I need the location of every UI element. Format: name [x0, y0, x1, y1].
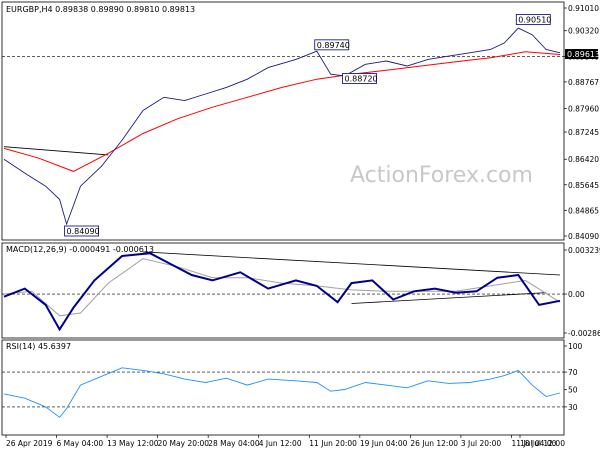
- macd-trendline: [142, 251, 561, 276]
- rsi-panel-title: RSI(14) 45.6397: [6, 342, 71, 351]
- rsi-ticks: 100 70 50 30: [564, 342, 583, 412]
- time-tick-label: 26 Jun 12:00: [410, 439, 458, 448]
- price-tick-label: 0.87245: [568, 128, 599, 137]
- rsi-tick-label: 100: [568, 342, 583, 351]
- price-tick-label: 0.88767: [568, 78, 599, 87]
- annotation-label: 0.89740: [317, 41, 350, 50]
- macd-tick-label: -0.002868: [568, 329, 600, 338]
- price-tick-label: 0.85645: [568, 181, 599, 190]
- time-tick-label: 11 Jun 20:00: [309, 439, 357, 448]
- price-tick-label: 0.84865: [568, 206, 599, 215]
- time-tick-label: 28 May 04:00: [208, 439, 260, 448]
- macd-tick-label: 0.00: [568, 290, 585, 299]
- annotation-label: 0.90510: [518, 15, 551, 24]
- price-series-line: [3, 27, 561, 226]
- watermark: ActionForex.com: [350, 163, 533, 188]
- price-annotations: 0.84090 0.89740 0.88720 0.90510: [64, 14, 551, 237]
- price-annotation: 0.84090: [64, 225, 100, 237]
- current-price-tag-bg: [565, 49, 598, 60]
- macd-trendline: [351, 292, 547, 304]
- macd-ticks: 0.003239 0.00 -0.002868: [564, 246, 600, 338]
- annotation-box: [314, 39, 350, 51]
- rsi-tick-label: 70: [568, 368, 578, 377]
- time-tick-label: 20 May 20:00: [158, 439, 210, 448]
- price-tick-label: 0.86420: [568, 155, 599, 164]
- rsi-level-lines: [2, 371, 564, 408]
- price-panel-title: EURGBP,H4 0.89838 0.89890 0.89810 0.8981…: [6, 5, 195, 14]
- price-annotation: 0.88720: [342, 73, 378, 84]
- annotation-box: [342, 73, 377, 84]
- price-tick-label: 0.87960: [568, 104, 599, 113]
- annotation-box: [515, 14, 551, 25]
- time-tick-label: 13 May 12:00: [107, 439, 159, 448]
- macd-trendlines: [142, 251, 561, 304]
- macd-tick-label: 0.003239: [568, 246, 600, 255]
- time-tick-label: 6 May 04:00: [57, 439, 104, 448]
- rsi-tick-label: 50: [568, 386, 578, 395]
- macd-main-line: [3, 252, 561, 332]
- rsi-panel: RSI(14) 45.6397 100 70 50 30: [1, 339, 583, 436]
- annotation-box: [64, 225, 99, 237]
- price-panel-frame: [1, 1, 565, 241]
- rsi-series-line: [3, 367, 561, 418]
- current-price-tag-label: 0.89613: [567, 50, 600, 59]
- price-annotation: 0.90510: [515, 14, 551, 25]
- current-price-tag: 0.89613: [565, 49, 600, 60]
- macd-signal-line: [3, 258, 561, 317]
- macd-panel-frame: [1, 242, 565, 339]
- time-tick-label: 18 Jul 12:00: [520, 439, 565, 448]
- price-trendline: [3, 146, 109, 156]
- ema-series-line: [3, 51, 561, 172]
- rsi-panel-frame: [1, 339, 565, 436]
- macd-panel: MACD(12,26,9) -0.000491 -0.000613 0.0032…: [1, 242, 600, 339]
- rsi-tick-label: 30: [568, 403, 578, 412]
- time-axis: 26 Apr 2019 6 May 04:00 13 May 12:00 20 May…: [5, 435, 565, 448]
- price-tick-label: 0.84090: [568, 232, 599, 241]
- annotation-label: 0.88720: [345, 74, 378, 83]
- price-tick-label: 0.91010: [568, 4, 599, 13]
- price-annotation: 0.89740: [314, 39, 350, 51]
- time-tick-label: 3 Jul 20:00: [461, 439, 501, 448]
- time-tick-label: 26 Apr 2019: [6, 439, 53, 448]
- macd-panel-title: MACD(12,26,9) -0.000491 -0.000613: [6, 245, 154, 254]
- annotation-label: 0.84090: [67, 227, 100, 236]
- time-tick-label: 4 Jun 12:00: [259, 439, 302, 448]
- time-tick-label: 19 Jun 04:00: [360, 439, 408, 448]
- price-panel: EURGBP,H4 0.89838 0.89890 0.89810 0.8981…: [1, 1, 600, 241]
- time-tick-label: 11 Jul 04:00: [511, 439, 556, 448]
- price-tick-label: 0.90320: [568, 27, 599, 36]
